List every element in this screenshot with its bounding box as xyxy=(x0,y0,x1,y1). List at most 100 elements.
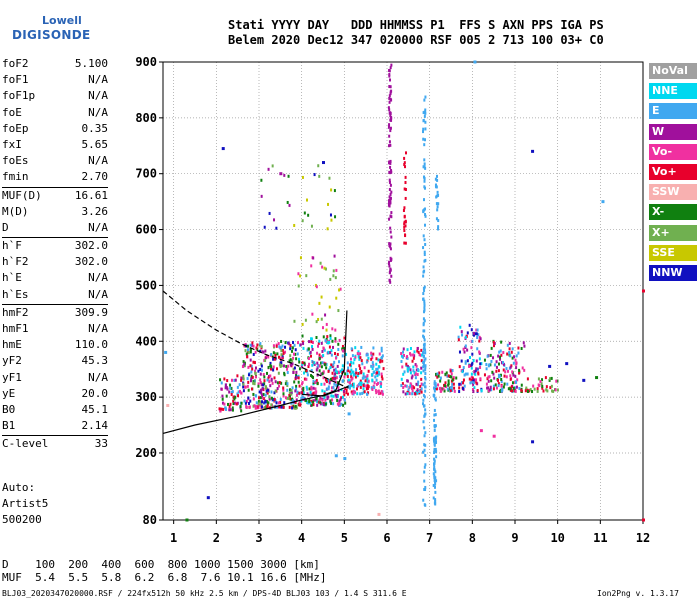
echo-point xyxy=(311,340,314,344)
echo-point xyxy=(474,372,477,376)
echo-point xyxy=(435,217,438,221)
echo-point xyxy=(451,369,454,373)
echo-point xyxy=(451,378,454,382)
echo-point xyxy=(424,463,427,467)
echo-point xyxy=(476,328,479,332)
echo-point xyxy=(366,374,369,378)
echo-point xyxy=(262,397,265,401)
echo-point xyxy=(350,378,353,382)
echo-point xyxy=(301,362,304,366)
echo-point xyxy=(356,352,359,356)
echo-point xyxy=(388,94,391,98)
echo-point xyxy=(436,208,439,212)
echo-point xyxy=(329,277,332,281)
echo-point xyxy=(261,350,264,354)
echo-point xyxy=(333,377,336,381)
x-tick-label: 5 xyxy=(341,531,348,545)
legend-item-x-: X+ xyxy=(649,224,697,241)
echo-point xyxy=(359,381,362,385)
legend-item-sse: SSE xyxy=(649,244,697,261)
echo-point xyxy=(257,399,260,403)
echo-point xyxy=(291,362,294,366)
echo-point xyxy=(642,289,645,293)
param-value: N/A xyxy=(88,89,108,103)
echo-point xyxy=(250,343,253,347)
echo-point xyxy=(263,375,266,379)
echo-point xyxy=(321,398,324,402)
echo-point xyxy=(498,350,501,354)
param-value: N/A xyxy=(88,154,108,168)
legend-item-e: E xyxy=(649,103,697,120)
echo-point xyxy=(492,384,495,388)
echo-point xyxy=(219,409,222,413)
echo-point xyxy=(275,344,278,348)
echo-point xyxy=(333,360,336,364)
echo-point xyxy=(326,227,329,231)
echo-point xyxy=(550,376,553,380)
param-row: h`F 302.0 xyxy=(2,238,108,254)
echo-point xyxy=(289,358,292,362)
echo-point xyxy=(334,339,337,343)
echo-point xyxy=(321,361,324,365)
echo-point xyxy=(342,346,345,350)
echo-point xyxy=(230,390,233,394)
echo-point xyxy=(422,383,425,387)
param-label: yF2 xyxy=(2,354,22,368)
echo-point xyxy=(536,387,539,391)
echo-point xyxy=(258,390,261,394)
echo-point xyxy=(434,413,437,417)
echo-point xyxy=(242,385,245,389)
echo-point xyxy=(329,377,332,381)
echo-point xyxy=(331,386,334,390)
echo-point xyxy=(228,404,231,408)
echo-point xyxy=(390,170,393,174)
echo-point xyxy=(292,356,295,360)
echo-point xyxy=(435,185,438,189)
echo-point xyxy=(411,374,414,378)
echo-point xyxy=(476,336,479,340)
echo-point xyxy=(287,341,290,345)
echo-point xyxy=(389,183,392,187)
echo-point xyxy=(489,363,492,367)
echo-point xyxy=(303,371,306,375)
echo-point xyxy=(254,406,257,410)
echo-point xyxy=(412,356,415,360)
echo-point xyxy=(288,359,291,363)
echo-point xyxy=(349,363,352,367)
echo-point xyxy=(269,374,272,378)
echo-point xyxy=(313,173,316,177)
echo-point xyxy=(413,386,416,390)
x-tick-label: 10 xyxy=(550,531,564,545)
echo-point xyxy=(260,178,263,182)
echo-point xyxy=(228,390,231,394)
echo-point xyxy=(351,376,354,380)
echo-point xyxy=(222,407,225,411)
echo-point xyxy=(295,387,298,391)
echo-point xyxy=(346,375,349,379)
echo-point xyxy=(249,358,252,362)
echo-point xyxy=(471,352,474,356)
echo-point xyxy=(265,354,268,358)
echo-point xyxy=(341,354,344,358)
echo-point xyxy=(321,326,324,330)
echo-point xyxy=(315,320,318,324)
echo-point xyxy=(422,317,425,321)
echo-point xyxy=(361,376,364,380)
param-value: 302.0 xyxy=(74,239,108,253)
echo-point xyxy=(351,392,354,396)
echo-point xyxy=(492,356,495,360)
echo-point xyxy=(326,341,329,345)
echo-point xyxy=(485,382,488,386)
echo-point xyxy=(388,134,391,138)
echo-point xyxy=(418,353,421,357)
echo-point xyxy=(257,384,260,388)
echo-point xyxy=(337,371,340,375)
echo-point xyxy=(323,266,326,270)
echo-point xyxy=(414,363,417,367)
echo-point xyxy=(437,225,440,229)
echo-point xyxy=(475,367,478,371)
echo-point xyxy=(311,363,314,367)
echo-point xyxy=(414,376,417,380)
echo-point xyxy=(435,479,438,483)
echo-point xyxy=(422,286,425,290)
